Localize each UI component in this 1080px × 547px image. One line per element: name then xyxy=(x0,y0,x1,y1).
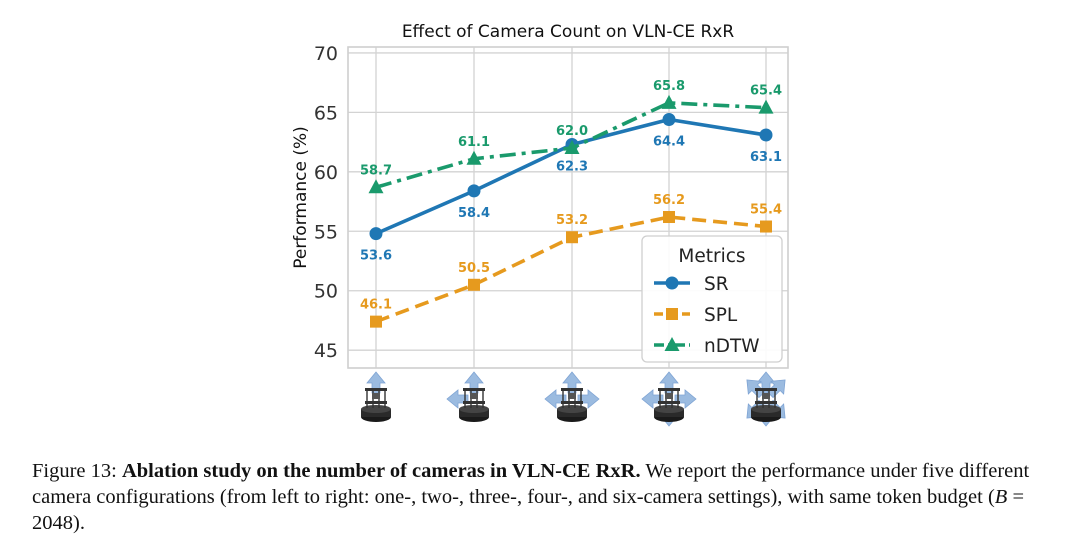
data-label-SPL: 53.2 xyxy=(556,213,588,228)
data-label-SR: 53.6 xyxy=(360,249,392,264)
robot-top xyxy=(459,405,489,413)
camera-arrow-left xyxy=(641,389,664,409)
camera-arrow-shape xyxy=(464,371,484,394)
robot-sensor xyxy=(568,393,576,399)
camera-arrow-shape xyxy=(544,389,567,409)
robot-plate xyxy=(755,401,777,404)
y-tick-label: 60 xyxy=(314,162,338,184)
robot-sensor xyxy=(470,393,478,399)
point-SPL xyxy=(566,231,578,244)
legend-marker-nDTW xyxy=(664,337,680,351)
caption-math-var: B xyxy=(994,486,1008,508)
point-SPL xyxy=(663,211,675,224)
data-label-nDTW: 58.7 xyxy=(360,163,392,178)
point-nDTW xyxy=(368,179,384,194)
data-label-SR: 64.4 xyxy=(653,135,685,150)
chart-title: Effect of Camera Count on VLN-CE RxR xyxy=(402,22,735,42)
camera-arrow-up xyxy=(562,371,582,394)
data-label-SPL: 55.4 xyxy=(750,203,782,218)
legend-box xyxy=(641,235,783,363)
data-label-nDTW: 65.4 xyxy=(750,84,782,99)
data-label-SPL: 56.2 xyxy=(653,193,685,208)
figure-caption: Figure 13: Ablation study on the number … xyxy=(32,458,1052,536)
y-tick-label: 65 xyxy=(314,102,338,124)
three-camera-robot-icon xyxy=(544,371,600,422)
point-SR xyxy=(467,184,481,198)
one-camera-robot-icon xyxy=(361,371,391,422)
point-nDTW xyxy=(758,99,774,114)
robot-sensor xyxy=(665,393,673,399)
y-tick-label: 70 xyxy=(314,43,338,65)
two-camera-robot-icon xyxy=(446,371,489,422)
point-SR xyxy=(369,227,383,241)
legend: Metrics SR SPL nDTW xyxy=(641,235,783,363)
point-nDTW xyxy=(564,140,580,155)
caption-math-rest: = 2048 xyxy=(32,486,1024,534)
plot-frame xyxy=(347,46,789,369)
legend-label-SR: SR xyxy=(704,274,729,295)
data-label-SPL: 46.1 xyxy=(360,298,392,313)
y-tick-label: 50 xyxy=(314,281,338,303)
data-label-SR: 58.4 xyxy=(458,206,490,221)
point-SPL xyxy=(370,315,382,328)
camera-arrow-up xyxy=(464,371,484,394)
robot-sensor xyxy=(372,393,380,399)
robot-top xyxy=(751,405,781,413)
data-label-SR: 62.3 xyxy=(556,159,588,174)
camera-arrow-up xyxy=(659,371,679,394)
legend-label-SPL: SPL xyxy=(704,305,738,326)
robot-top xyxy=(557,405,587,413)
camera-arrow-shape xyxy=(641,389,664,409)
point-nDTW xyxy=(661,94,677,109)
point-SR xyxy=(759,128,773,142)
camera-arrow-shape xyxy=(562,371,582,394)
camera-arrow-shape xyxy=(446,389,469,409)
camera-arrow-up xyxy=(366,371,386,394)
legend-label-nDTW: nDTW xyxy=(704,336,760,357)
caption-text: We report the performance under five dif… xyxy=(32,460,1030,508)
data-label-nDTW: 62.0 xyxy=(556,124,588,139)
point-SR xyxy=(662,113,676,127)
robot-plate xyxy=(658,401,680,404)
robot-plate xyxy=(365,401,387,404)
robot-sensor xyxy=(762,393,770,399)
robot-plate xyxy=(365,388,387,391)
caption-bold-text: Ablation study on the number of cameras … xyxy=(121,460,641,482)
six-camera-robot-icon xyxy=(746,371,786,427)
four-camera-robot-icon xyxy=(641,371,697,427)
caption-text-end: ). xyxy=(73,512,85,534)
robot-plate xyxy=(463,401,485,404)
point-nDTW xyxy=(466,150,482,165)
robot-plate xyxy=(658,388,680,391)
robot-plate xyxy=(561,401,583,404)
camera-arrow-left xyxy=(544,389,567,409)
robot-top xyxy=(361,405,391,413)
camera-arrow-shape xyxy=(659,371,679,394)
camera-arrow-shape xyxy=(366,371,386,394)
legend-marker-SPL xyxy=(666,308,678,320)
robot-plate xyxy=(561,388,583,391)
caption-figure-label: Figure 13: xyxy=(32,460,117,482)
point-SPL xyxy=(760,220,772,233)
camera-arrow-left xyxy=(446,389,469,409)
data-label-SPL: 50.5 xyxy=(458,261,490,276)
y-tick-label: 45 xyxy=(314,340,338,362)
data-label-nDTW: 65.8 xyxy=(653,79,685,94)
robot-plate xyxy=(463,388,485,391)
robot-plate xyxy=(755,388,777,391)
camera-count-chart: 45 50 55 60 65 70 Effect of Camera Count on VL… xyxy=(291,22,789,427)
robot-top xyxy=(654,405,684,413)
point-SPL xyxy=(468,278,480,291)
y-axis-label: Performance (%) xyxy=(291,126,311,269)
data-label-nDTW: 61.1 xyxy=(458,135,490,150)
legend-title: Metrics xyxy=(678,246,745,267)
legend-marker-SR xyxy=(665,276,679,290)
data-label-SR: 63.1 xyxy=(750,150,782,165)
y-tick-label: 55 xyxy=(314,221,338,243)
